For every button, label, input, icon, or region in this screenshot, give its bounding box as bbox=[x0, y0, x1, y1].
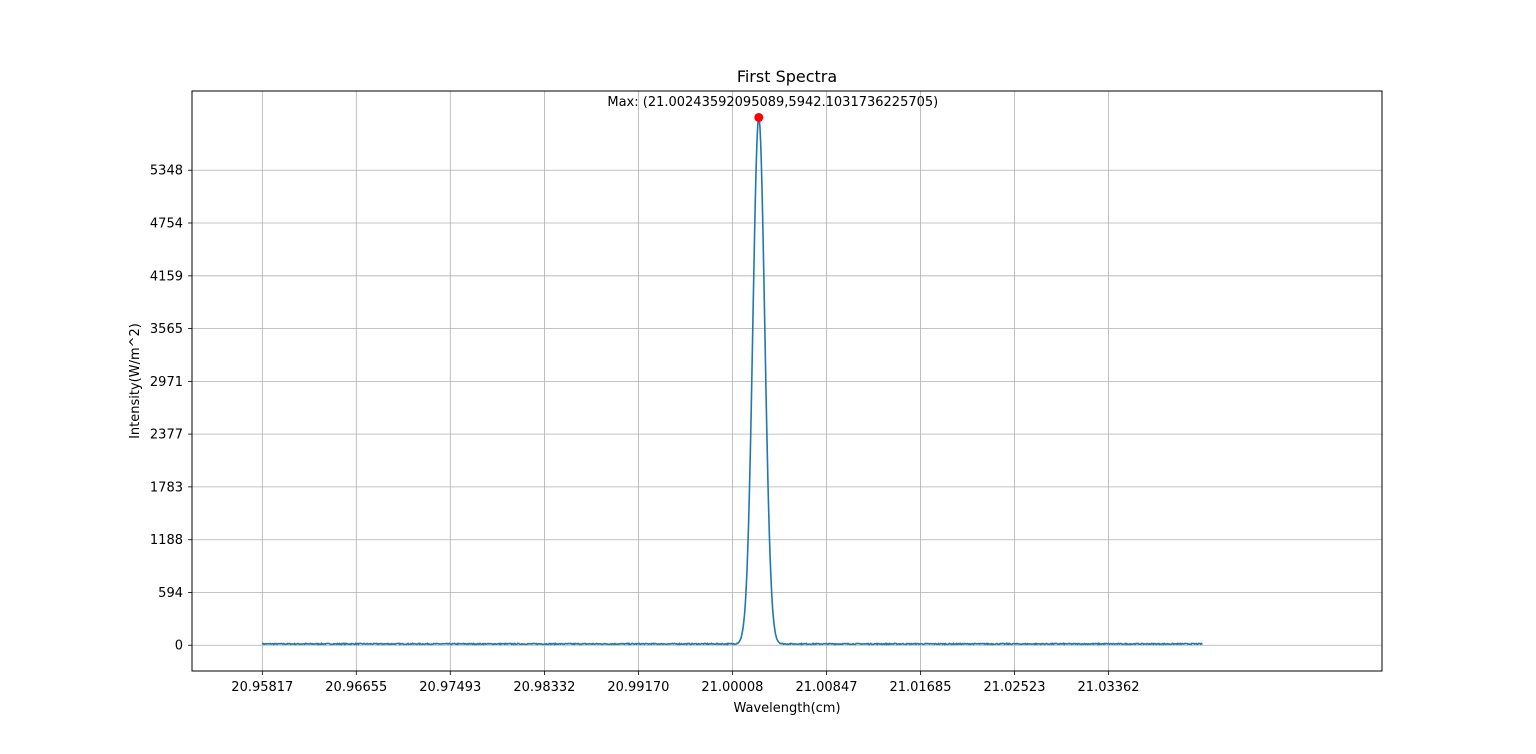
y-tick-label: 5348 bbox=[150, 164, 183, 179]
chart-title: First Spectra bbox=[737, 67, 837, 86]
x-tick-label: 20.96655 bbox=[325, 680, 387, 695]
x-axis-ticks: 20.95817 20.96655 20.97493 20.98332 20.99170… bbox=[231, 671, 1140, 695]
x-tick-label: 20.99170 bbox=[607, 680, 669, 695]
y-axis-ticks: 0 594 1188 1783 2377 2971 3565 4159 4754 5348 bbox=[150, 164, 192, 654]
x-tick-label: 21.03362 bbox=[1078, 680, 1140, 695]
y-tick-label: 594 bbox=[158, 586, 183, 601]
max-point-marker bbox=[754, 112, 764, 122]
x-tick-label: 20.95817 bbox=[231, 680, 293, 695]
y-tick-label: 3565 bbox=[150, 322, 183, 337]
y-tick-label: 4754 bbox=[150, 216, 183, 231]
spectrum-line bbox=[261, 115, 1203, 646]
y-axis-label: Intensity(W/m^2) bbox=[128, 323, 143, 439]
y-tick-label: 4159 bbox=[150, 269, 183, 284]
x-tick-label: 20.98332 bbox=[513, 680, 575, 695]
y-tick-label: 2377 bbox=[150, 428, 183, 443]
grid-lines bbox=[192, 91, 1382, 671]
y-tick-label: 1783 bbox=[150, 480, 183, 495]
y-tick-label: 1188 bbox=[150, 533, 183, 548]
y-tick-label: 2971 bbox=[150, 375, 183, 390]
x-tick-label: 20.97493 bbox=[419, 680, 481, 695]
x-tick-label: 21.02523 bbox=[983, 680, 1045, 695]
series-layer bbox=[261, 115, 1203, 646]
max-point-annotation: Max: (21.00243592095089,5942.10317362257… bbox=[607, 95, 938, 110]
y-tick-label: 0 bbox=[175, 639, 183, 654]
x-tick-label: 21.01685 bbox=[889, 680, 951, 695]
x-tick-label: 21.00008 bbox=[701, 680, 763, 695]
x-axis-label: Wavelength(cm) bbox=[733, 701, 840, 716]
x-tick-label: 21.00847 bbox=[795, 680, 857, 695]
